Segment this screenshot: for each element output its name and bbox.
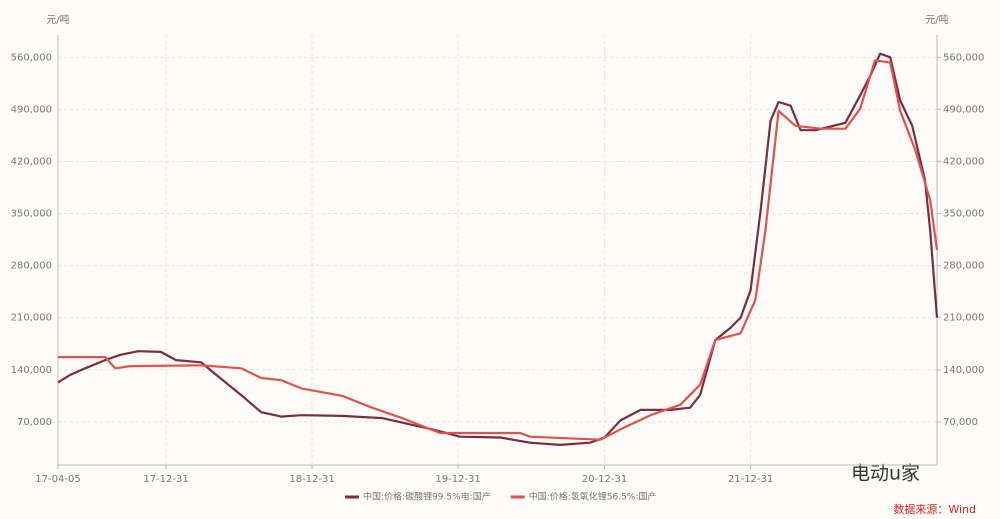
series-line — [57, 52, 939, 446]
y2-tick-label: 490,000 — [943, 104, 984, 115]
y-tick-label: 420,000 — [11, 156, 52, 167]
series-line — [58, 59, 939, 441]
x-tick-label: 18-12-31 — [289, 474, 334, 485]
y-tick-label: 210,000 — [11, 313, 52, 324]
y2-axis-unit: 元/吨 — [925, 13, 948, 26]
y-tick-label: 280,000 — [11, 261, 52, 272]
x-tick-label: 20-12-31 — [582, 474, 627, 485]
y-tick-label: 350,000 — [11, 209, 52, 220]
y2-tick-label: 70,000 — [943, 417, 978, 428]
legend-label: 中国:价格:碳酸锂99.5%电:国产 — [363, 491, 491, 503]
x-tick-label: 17-12-31 — [143, 474, 188, 485]
y2-tick-label: 350,000 — [943, 209, 984, 220]
y-tick-label: 140,000 — [11, 365, 52, 376]
y2-tick-label: 560,000 — [943, 52, 984, 63]
y2-tick-label: 280,000 — [943, 261, 984, 272]
watermark: 电动u家 — [851, 463, 920, 485]
y2-tick-label: 210,000 — [943, 313, 984, 324]
x-tick-label: 17-04-05 — [35, 474, 80, 485]
y-tick-label: 560,000 — [11, 52, 52, 63]
source-note: 数据来源：Wind — [893, 502, 976, 516]
x-tick-label: 19-12-31 — [435, 474, 480, 485]
y2-tick-label: 140,000 — [943, 365, 984, 376]
y-tick-label: 490,000 — [11, 104, 52, 115]
y2-tick-label: 420,000 — [943, 156, 984, 167]
x-tick-label: 21-12-31 — [728, 474, 773, 485]
legend-label: 中国:价格:氢氧化锂56.5%:国产 — [529, 491, 657, 503]
y-tick-label: 70,000 — [17, 417, 52, 428]
y-axis-unit: 元/吨 — [46, 13, 69, 26]
